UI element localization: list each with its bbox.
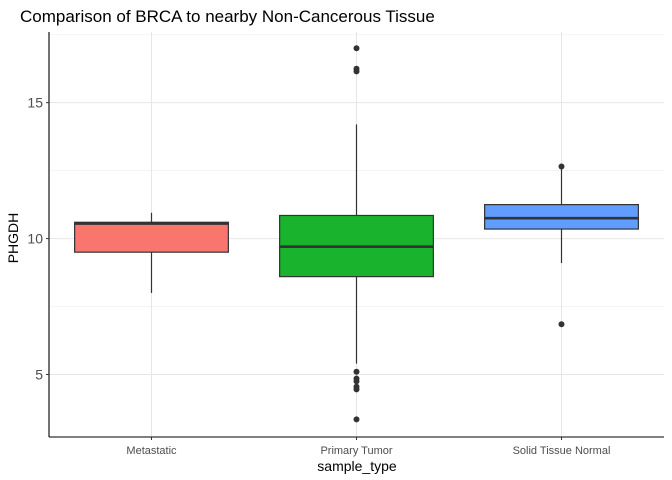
x-axis-label: sample_type <box>317 458 397 474</box>
y-tick-label: 15 <box>27 95 43 111</box>
outlier-point <box>353 45 360 52</box>
chart-title: Comparison of BRCA to nearby Non-Cancero… <box>20 7 435 26</box>
outlier-point <box>558 321 565 328</box>
y-tick-label: 5 <box>35 366 43 382</box>
outlier-point <box>353 386 360 393</box>
outlier-point <box>558 163 565 170</box>
box <box>484 204 639 230</box>
outlier-point <box>353 368 360 375</box>
boxes <box>74 45 639 423</box>
x-tick-label: Primary Tumor <box>320 445 392 457</box>
x-tick-label: Metastatic <box>126 445 177 457</box>
x-tick-label: Solid Tissue Normal <box>513 445 611 457</box>
box <box>74 221 229 253</box>
y-tick-label: 10 <box>27 231 43 247</box>
outlier-point <box>353 378 360 385</box>
x-ticks: Metastatic Primary Tumor Solid Tissue Norm… <box>126 437 610 457</box>
y-axis-label: PHGDH <box>5 213 21 264</box>
outlier-point <box>353 416 360 423</box>
y-ticks: 5 10 15 <box>27 95 49 382</box>
outlier-point <box>353 68 360 75</box>
